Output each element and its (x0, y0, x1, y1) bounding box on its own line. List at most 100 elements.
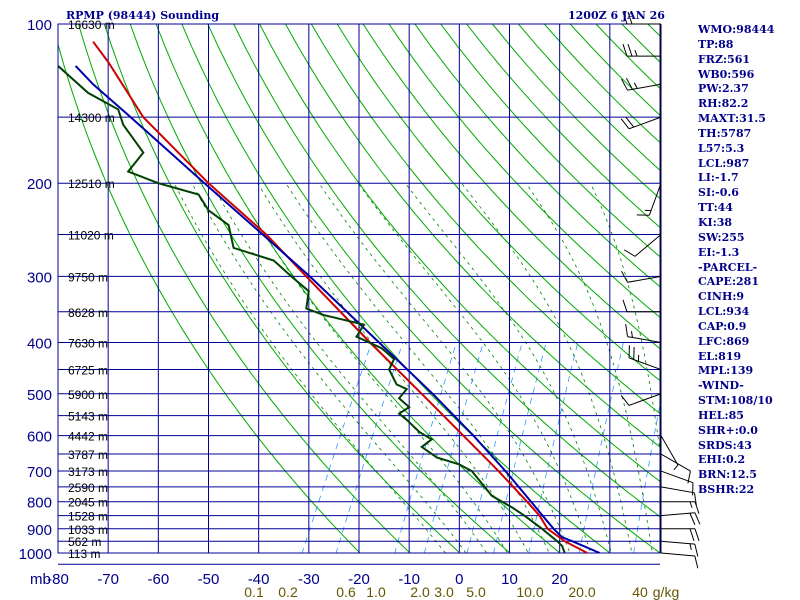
dry-adiabat (362, 24, 660, 350)
height-labels: 16630 m 14300 m 12510 m 11020 m 9750 m 8628 m… (68, 18, 115, 561)
index-item: SI:-0.6 (698, 186, 739, 200)
temperature-label: -50 (198, 571, 220, 588)
temperature-label: -60 (147, 571, 169, 588)
temperature-label: -40 (248, 571, 270, 588)
wind-barb-flag (627, 43, 633, 57)
wind-barb-flag (694, 555, 699, 569)
pressure-label: 600 (27, 429, 52, 446)
pressure-label: 100 (27, 17, 52, 34)
index-item: KI:38 (698, 215, 733, 229)
mixing-ratio-label: 2.0 (410, 584, 430, 600)
index-item: CAP:0.9 (698, 319, 747, 333)
height-label: 5900 m (68, 388, 108, 402)
height-label: 8628 m (68, 306, 108, 320)
wind-barb (660, 435, 679, 466)
height-label: 2045 m (68, 496, 108, 510)
wind-barb (627, 83, 662, 91)
mixing-ratio-line (528, 342, 579, 553)
wind-barb-flag (693, 492, 697, 506)
pressure-label: 900 (27, 522, 52, 539)
height-label: 1528 m (68, 510, 108, 524)
index-item: WB0:596 (698, 67, 755, 81)
mixing-ratio-label: 0.2 (278, 584, 298, 600)
series-parcel (74, 65, 601, 553)
index-item: RH:82.2 (698, 97, 749, 111)
index-item: WMO:98444 (698, 23, 775, 36)
dry-adiabat (414, 24, 660, 288)
wind-barb-half (631, 331, 633, 338)
wind-barb-flag (694, 544, 699, 557)
wind-barb-flag (620, 395, 630, 406)
index-item: EHI:0.2 (698, 453, 746, 467)
wind-barb (660, 512, 695, 517)
sounding-series (58, 41, 601, 553)
mixing-ratio-line (578, 342, 624, 553)
index-item: TH:5787 (698, 126, 752, 140)
temperature-axis-labels: mb-80 -70 -60 -50 -40 -30 -20 -10 0 10 20 (30, 571, 568, 588)
height-label: 4442 m (68, 430, 108, 444)
index-item: PW:2.37 (698, 82, 749, 96)
wind-barb (660, 470, 694, 484)
dry-adiabat (58, 42, 361, 553)
wind-barb-half (689, 501, 693, 508)
dry-adiabat (259, 24, 660, 483)
mixing-ratio-label: 0.1 (244, 584, 264, 600)
dry-adiabat (103, 24, 461, 553)
moist-adiabats (173, 182, 660, 553)
wind-barb-flag (625, 116, 635, 128)
plot-frame (57, 23, 661, 554)
index-item: FRZ:561 (698, 52, 751, 66)
moist-adiabat (191, 183, 467, 553)
height-label: 12510 m (68, 177, 115, 191)
chart-title: RPMP (98444) Sounding (66, 9, 220, 22)
mixing-ratio-label: 20.0 (568, 584, 595, 600)
wind-barb-flag (622, 43, 628, 57)
dry-adiabat (129, 24, 511, 553)
dry-adiabat (336, 24, 660, 382)
index-item: SHR+:0.0 (698, 423, 758, 437)
moist-adiabat (461, 182, 633, 553)
dry-adiabat (777, 24, 800, 564)
dry-adiabat (388, 24, 660, 319)
temperature-label: -20 (348, 571, 370, 588)
height-label: 16630 m (68, 18, 115, 32)
temperature-label: 20 (551, 571, 568, 588)
wind-barb (660, 540, 695, 545)
height-label: 6725 m (68, 364, 108, 378)
pressure-axis-labels: 100 200 300 400 500 600 700 800 900 1000 (19, 17, 52, 563)
index-item: TT:44 (698, 201, 733, 215)
temperature-label: -30 (298, 571, 320, 588)
pressure-label: 800 (27, 495, 52, 512)
moist-adiabat (318, 182, 571, 553)
moist-adiabat (173, 183, 446, 553)
moist-adiabat (285, 182, 550, 553)
wind-barb (634, 234, 662, 257)
wind-barb-flag (622, 299, 628, 312)
mixing-ratio-label: 5.0 (466, 584, 486, 600)
index-item: HEL:85 (698, 408, 744, 422)
temperature-label: -80 (47, 571, 69, 588)
height-label: 9750 m (68, 270, 108, 284)
dry-adiabat (440, 24, 660, 258)
index-item: SRDS:43 (698, 438, 752, 452)
index-item: -WIND- (698, 379, 744, 393)
temperature-label: -70 (97, 571, 119, 588)
dry-adiabat (233, 24, 660, 518)
dry-adiabat (155, 24, 561, 553)
index-item: -PARCEL- (698, 260, 758, 274)
height-label: 1033 m (68, 523, 108, 537)
index-item: LCL:934 (698, 305, 750, 319)
pressure-label: 400 (27, 335, 52, 352)
wind-barb (627, 275, 662, 283)
mixing-ratio-label: 3.0 (434, 584, 454, 600)
wind-barb-flag (689, 528, 695, 541)
series-dewpoint (58, 65, 566, 553)
dry-adiabat (77, 24, 411, 553)
axis-unit-label: mb (30, 571, 51, 588)
wind-barb-flag (621, 78, 628, 91)
dry-adiabat (181, 24, 611, 553)
wind-barb-half (633, 82, 638, 89)
mixing-ratio-line (633, 402, 660, 553)
dry-adiabats (58, 24, 800, 564)
